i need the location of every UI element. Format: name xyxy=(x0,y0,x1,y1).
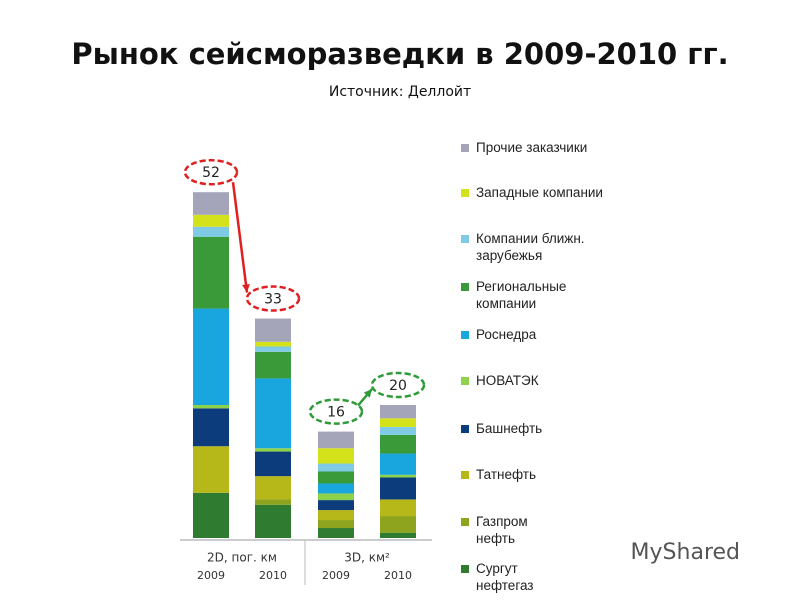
legend-swatch xyxy=(461,144,469,152)
legend-item: Западные компании xyxy=(461,184,603,201)
x-tick-label: 2010 xyxy=(259,569,287,582)
x-tick-label: 2009 xyxy=(197,569,225,582)
bar-segment xyxy=(318,500,354,511)
total-label: 33 xyxy=(264,292,282,308)
bar-segment xyxy=(193,405,229,409)
bar-segment xyxy=(380,426,416,435)
x-tick-label: 2009 xyxy=(322,569,350,582)
bar-segment xyxy=(380,532,416,538)
total-ellipse xyxy=(308,398,364,425)
bar-segment xyxy=(255,378,291,449)
bar-segment xyxy=(380,477,416,500)
bar-segment xyxy=(255,351,291,379)
bar-segment xyxy=(193,492,229,538)
bar-segment xyxy=(193,408,229,447)
bar-segment xyxy=(318,528,354,538)
bar-segment xyxy=(380,405,416,419)
subtitle: Источник: Деллойт xyxy=(329,84,471,100)
legend-swatch xyxy=(461,235,469,243)
legend-label: Газпром нефть xyxy=(476,514,528,546)
legend-swatch xyxy=(461,377,469,385)
group-label: 3D, км² xyxy=(344,551,390,565)
legend-swatch xyxy=(461,331,469,339)
bar-segment xyxy=(255,341,291,347)
legend-swatch xyxy=(461,565,469,573)
bar-segment xyxy=(193,446,229,493)
bar-segment xyxy=(255,451,291,477)
watermark: MyShared xyxy=(631,540,740,565)
legend-item: Роснедра xyxy=(461,326,537,343)
bar-segment xyxy=(255,346,291,352)
bar-segment xyxy=(380,516,416,533)
bar-segment xyxy=(255,476,291,500)
bar-segment xyxy=(318,471,354,484)
legend-label: Западные компании xyxy=(476,185,603,200)
bar-segment xyxy=(255,448,291,452)
legend-swatch xyxy=(461,471,469,479)
legend-label: Региональные компании xyxy=(476,279,567,311)
legend-item: Татнефть xyxy=(461,466,537,483)
bar-segment xyxy=(380,499,416,517)
legend-label: Башнефть xyxy=(476,421,543,436)
group-label: 2D, пог. км xyxy=(207,551,277,565)
legend-swatch xyxy=(461,189,469,197)
legend-swatch xyxy=(461,283,469,291)
bar-segment xyxy=(318,448,354,464)
bar-segment xyxy=(255,499,291,505)
total-ellipse xyxy=(245,285,301,312)
legend-label: Сургут нефтегаз xyxy=(476,561,534,593)
total-label: 20 xyxy=(389,378,407,394)
x-tick-label: 2010 xyxy=(384,569,412,582)
legend-label: Татнефть xyxy=(476,467,537,482)
legend-item: Газпром нефть xyxy=(461,513,528,547)
arrow-head xyxy=(363,389,372,398)
bar-segment xyxy=(380,418,416,427)
arrow-head xyxy=(242,284,250,293)
bar-segment xyxy=(193,214,229,227)
total-ellipse xyxy=(370,371,426,399)
bar-segment xyxy=(193,308,229,405)
legend-swatch xyxy=(461,518,469,526)
legend-label: НОВАТЭК xyxy=(476,373,539,388)
total-label: 52 xyxy=(202,165,220,181)
legend-item: Прочие заказчики xyxy=(461,139,588,156)
legend-label: Компании ближн. зарубежья xyxy=(476,231,585,263)
legend-item: Компании ближн. зарубежья xyxy=(461,230,585,264)
bar-segment xyxy=(193,226,229,237)
bar-segment xyxy=(380,434,416,454)
total-label: 16 xyxy=(327,405,345,421)
legend-label: Роснедра xyxy=(476,327,537,342)
bar-segment xyxy=(255,504,291,538)
bar-segment xyxy=(193,192,229,215)
total-ellipse xyxy=(183,158,239,186)
chart-title: Рынок сейсморазведки в 2009-2010 гг. xyxy=(71,37,728,71)
bar-segment xyxy=(193,236,229,309)
bar-segment xyxy=(318,520,354,529)
legend-swatch xyxy=(461,425,469,433)
bar-segment xyxy=(318,463,354,472)
bar-segment xyxy=(255,318,291,342)
legend-item: Башнефть xyxy=(461,420,543,437)
bar-segment xyxy=(380,453,416,475)
bar-segment xyxy=(318,431,354,449)
bar-segment xyxy=(318,483,354,494)
legend-label: Прочие заказчики xyxy=(476,140,588,155)
legend-item: Региональные компании xyxy=(461,278,567,312)
legend-item: Сургут нефтегаз xyxy=(461,560,534,594)
bar-segment xyxy=(380,474,416,478)
arrow xyxy=(231,182,249,293)
bar-segment xyxy=(318,493,354,501)
legend-item: НОВАТЭК xyxy=(461,372,539,389)
bar-segment xyxy=(318,510,354,521)
